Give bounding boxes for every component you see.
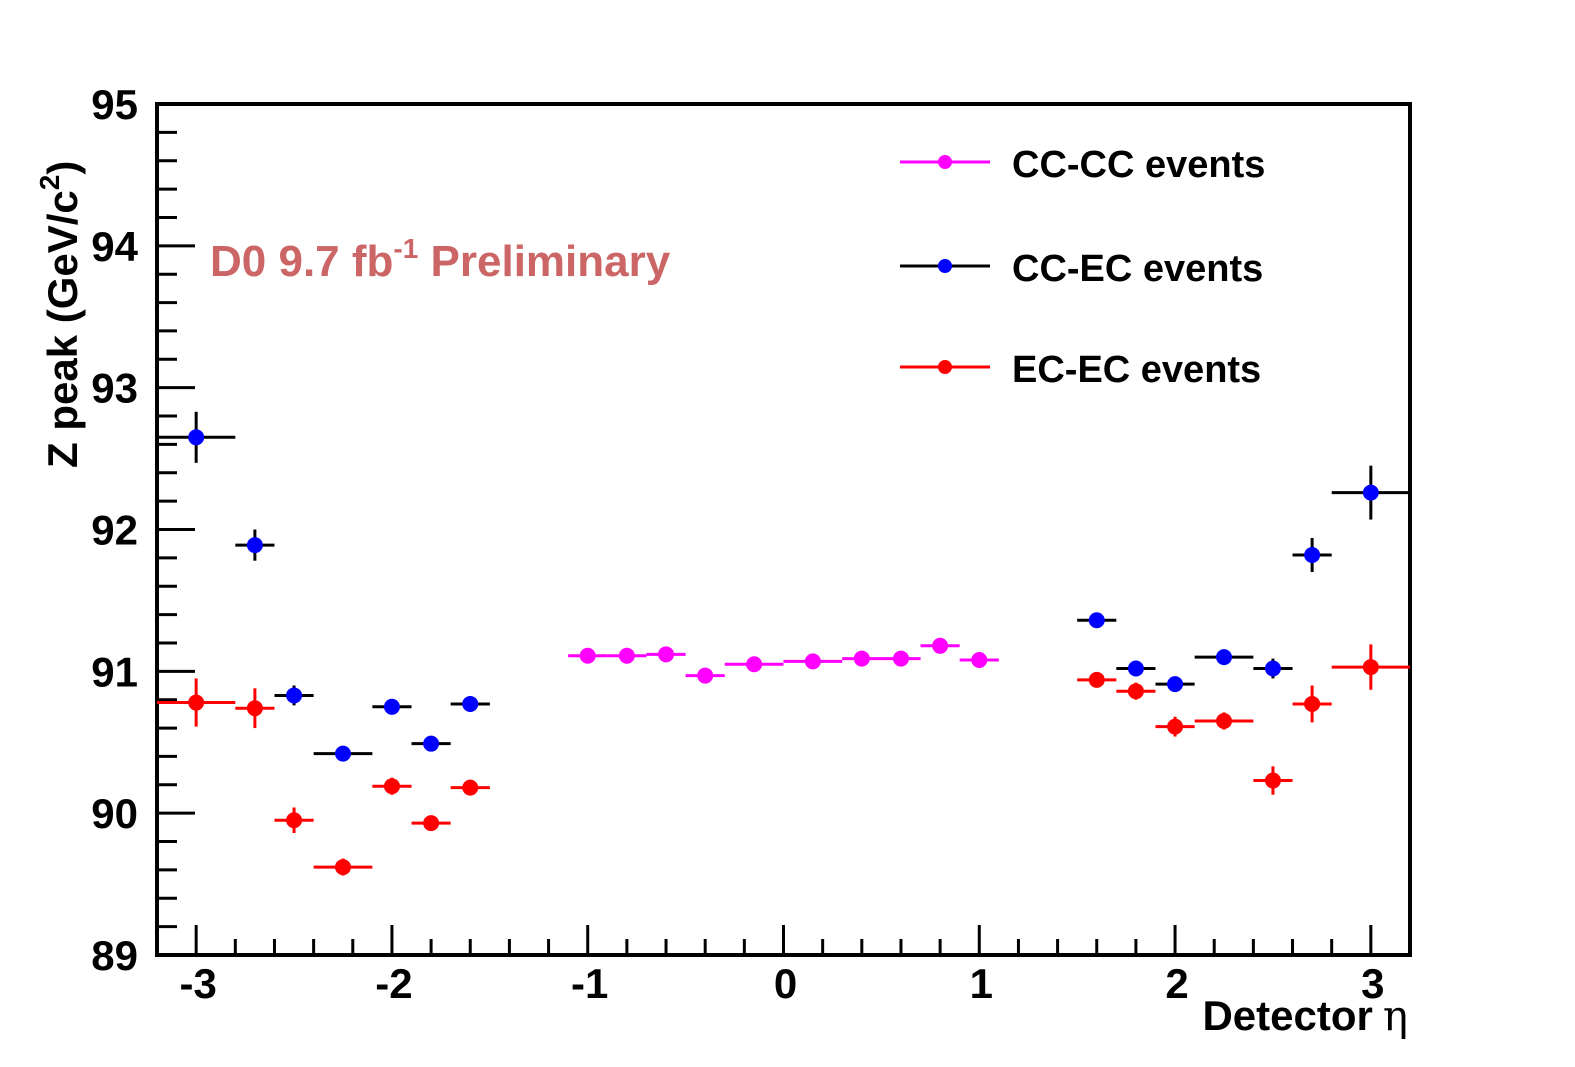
cc-ec-events-point (462, 695, 479, 712)
x-tick-label: 3 (1361, 960, 1384, 1007)
x-tick-label: -3 (179, 960, 216, 1007)
preliminary-annotation: D0 9.7 fb-1 Preliminary (210, 233, 671, 286)
annotation-sup: -1 (393, 233, 418, 264)
y-tick-label: 90 (91, 790, 138, 837)
y-axis-title-sup: 2 (34, 175, 65, 191)
y-axis-title: Z peak (GeV/c2) (34, 161, 86, 468)
legend-marker-cc-ec (938, 259, 952, 273)
cc-cc-events-point (853, 650, 870, 667)
ec-ec-events-point (1088, 671, 1105, 688)
cc-ec-events-point (1304, 547, 1321, 564)
x-tick-label: 2 (1165, 960, 1188, 1007)
cc-cc-events-point (932, 637, 949, 654)
cc-ec-events-point (334, 745, 351, 762)
cc-ec-events-point (1167, 676, 1184, 693)
cc-ec-events-point (383, 698, 400, 715)
x-tick-label: 0 (774, 960, 797, 1007)
cc-cc-events-point (971, 651, 988, 668)
y-tick-label: 89 (91, 932, 138, 979)
x-tick-labels: -3 -2 -1 0 1 2 3 (179, 960, 1384, 1007)
cc-ec-events-point (423, 735, 440, 752)
y-tick-labels: 89 90 91 92 93 94 95 (91, 81, 138, 979)
y-axis-title-close: ) (39, 161, 86, 175)
axis-ticks (155, 102, 1412, 957)
cc-cc-events-point (892, 650, 909, 667)
y-axis-title-text: Z peak (GeV/c (39, 190, 86, 468)
plot-frame (155, 102, 1412, 957)
cc-ec-events-point (188, 429, 205, 446)
cc-ec-events-point (246, 537, 263, 554)
legend-label-cc-ec: CC-EC events (1012, 248, 1263, 290)
ec-ec-events-point (1362, 659, 1379, 676)
legend-label-cc-cc: CC-CC events (1012, 144, 1265, 186)
y-tick-label: 94 (91, 223, 138, 270)
ec-ec-events-point (1127, 683, 1144, 700)
cc-cc-events-point (697, 667, 714, 684)
y-tick-label: 91 (91, 648, 138, 695)
legend-marker-cc-cc (938, 155, 952, 169)
legend-marker-ec-ec (938, 360, 952, 374)
cc-ec-events-point (1216, 649, 1233, 666)
ec-ec-events-point (246, 700, 263, 717)
legend-label-ec-ec: EC-EC events (1012, 349, 1261, 391)
x-axis-title-text: Detector (1202, 992, 1372, 1039)
cc-cc-events-point (618, 647, 635, 664)
ec-ec-events-point (423, 815, 440, 832)
y-tick-label: 95 (91, 81, 138, 128)
ec-ec-events-point (462, 779, 479, 796)
x-tick-label: -2 (375, 960, 412, 1007)
cc-ec-events-point (1088, 612, 1105, 629)
cc-ec-events-point (286, 687, 303, 704)
ec-ec-events-point (383, 778, 400, 795)
x-axis-title-symbol: η (1383, 991, 1408, 1040)
cc-cc-events-point (658, 646, 675, 663)
data-markers (157, 411, 1410, 876)
ec-ec-events-point (1304, 695, 1321, 712)
ec-ec-events-point (188, 694, 205, 711)
legend: CC-CC events CC-EC events EC-EC events (900, 144, 1265, 391)
cc-cc-events-point (746, 656, 763, 673)
ec-ec-events-point (286, 812, 303, 829)
cc-ec-events-point (1127, 660, 1144, 677)
cc-cc-events-point (579, 647, 596, 664)
x-tick-label: 1 (970, 960, 993, 1007)
ec-ec-events-point (1264, 772, 1281, 789)
ec-ec-events-point (334, 859, 351, 876)
y-tick-label: 93 (91, 365, 138, 412)
ec-ec-events-point (1167, 718, 1184, 735)
y-tick-label: 92 (91, 507, 138, 554)
x-tick-label: -1 (571, 960, 608, 1007)
annotation-main: D0 9.7 fb (210, 237, 393, 286)
cc-ec-events-point (1362, 484, 1379, 501)
annotation-rest: Preliminary (418, 237, 670, 286)
cc-cc-events-point (804, 653, 821, 670)
x-axis-title: Detector η (1202, 991, 1408, 1040)
ec-ec-events-point (1216, 712, 1233, 729)
cc-ec-events-point (1264, 660, 1281, 677)
